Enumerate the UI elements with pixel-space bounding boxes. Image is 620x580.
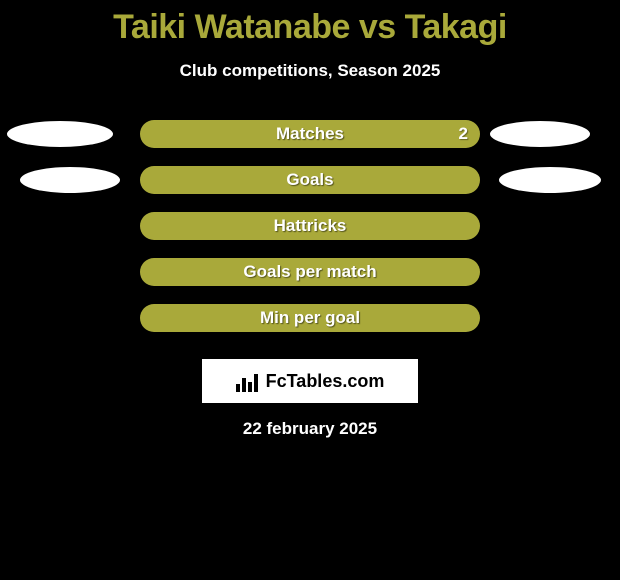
logo-bars-icon [236, 371, 260, 392]
comparison-title: Taiki Watanabe vs Takagi [0, 0, 620, 47]
stat-row: Min per goal [0, 295, 620, 341]
stat-label: Goals per match [140, 258, 480, 286]
player-left-ellipse [7, 121, 113, 147]
stat-bar: Matches2 [140, 120, 480, 148]
stat-value-right: 2 [459, 120, 468, 148]
snapshot-date: 22 february 2025 [0, 419, 620, 439]
stat-row: Goals per match [0, 249, 620, 295]
stat-label: Min per goal [140, 304, 480, 332]
fctables-logo: FcTables.com [202, 359, 418, 403]
stat-row: Goals [0, 157, 620, 203]
stat-bar: Goals [140, 166, 480, 194]
stat-row: Matches2 [0, 111, 620, 157]
stat-rows: Matches2 Goals Hattricks Goals per match Min… [0, 111, 620, 341]
logo-text: FcTables.com [266, 371, 385, 392]
stat-bar: Goals per match [140, 258, 480, 286]
stat-row: Hattricks [0, 203, 620, 249]
player-right-ellipse [490, 121, 590, 147]
stat-bar: Min per goal [140, 304, 480, 332]
stat-label: Hattricks [140, 212, 480, 240]
player-right-ellipse [499, 167, 601, 193]
stat-label: Goals [140, 166, 480, 194]
player-left-ellipse [20, 167, 120, 193]
stat-label: Matches [140, 120, 480, 148]
comparison-subtitle: Club competitions, Season 2025 [0, 61, 620, 81]
stat-bar: Hattricks [140, 212, 480, 240]
